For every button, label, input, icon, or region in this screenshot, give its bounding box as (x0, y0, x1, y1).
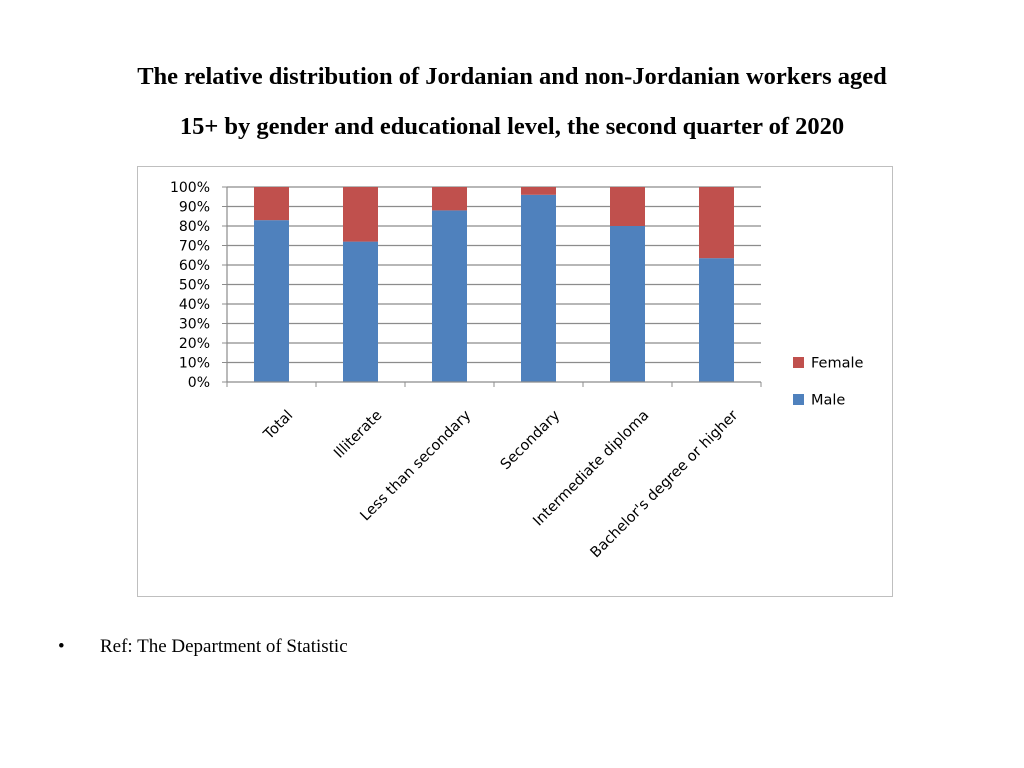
y-tick-label: 80% (179, 219, 210, 235)
bar-male (343, 241, 378, 382)
bar-male (610, 226, 645, 382)
x-tick-label: Illiterate (331, 407, 385, 461)
bar-female (699, 187, 734, 259)
bar-male (254, 220, 289, 382)
y-tick-label: 60% (179, 258, 210, 274)
bar-female (343, 187, 378, 242)
y-tick-label: 70% (179, 239, 210, 255)
slide-title: The relative distribution of Jordanian a… (0, 52, 1024, 152)
legend-swatch-male (793, 394, 804, 405)
y-tick-label: 20% (179, 336, 210, 352)
y-tick-label: 30% (179, 317, 210, 333)
chart-frame: 0% 10% 20% 30% 40% 50% 60% 70% 80% 90% 100% Total Il… (137, 166, 893, 597)
bar-female (432, 187, 467, 211)
title-line-2: 15+ by gender and educational level, the… (179, 113, 845, 140)
bar-male (521, 194, 556, 382)
stacked-bar-chart: 0% 10% 20% 30% 40% 50% 60% 70% 80% 90% 100% Total Il… (170, 180, 864, 561)
y-tick-label: 10% (179, 356, 210, 372)
bullet-icon: • (58, 636, 65, 657)
bar-female (254, 187, 289, 221)
reference-line: • Ref: The Department of Statistic (58, 636, 348, 658)
y-tick-label: 40% (179, 297, 210, 313)
bar-male (699, 258, 734, 382)
x-tick-label: Bachelor's degree or higher (588, 407, 742, 561)
title-line-1: The relative distribution of Jordanian a… (137, 63, 887, 90)
x-tick-label: Secondary (498, 407, 564, 473)
bar-male (432, 210, 467, 382)
legend-label-male: Male (811, 393, 845, 409)
reference-text: Ref: The Department of Statistic (100, 636, 348, 657)
legend-label-female: Female (811, 356, 864, 372)
bar-female (610, 187, 645, 226)
bar-female (521, 187, 556, 195)
x-tick-label: Total (260, 408, 296, 444)
y-tick-label: 50% (179, 278, 210, 294)
y-tick-label: 90% (179, 200, 210, 216)
y-tick-label: 100% (170, 180, 210, 196)
y-tick-label: 0% (188, 375, 210, 391)
legend-swatch-female (793, 357, 804, 368)
